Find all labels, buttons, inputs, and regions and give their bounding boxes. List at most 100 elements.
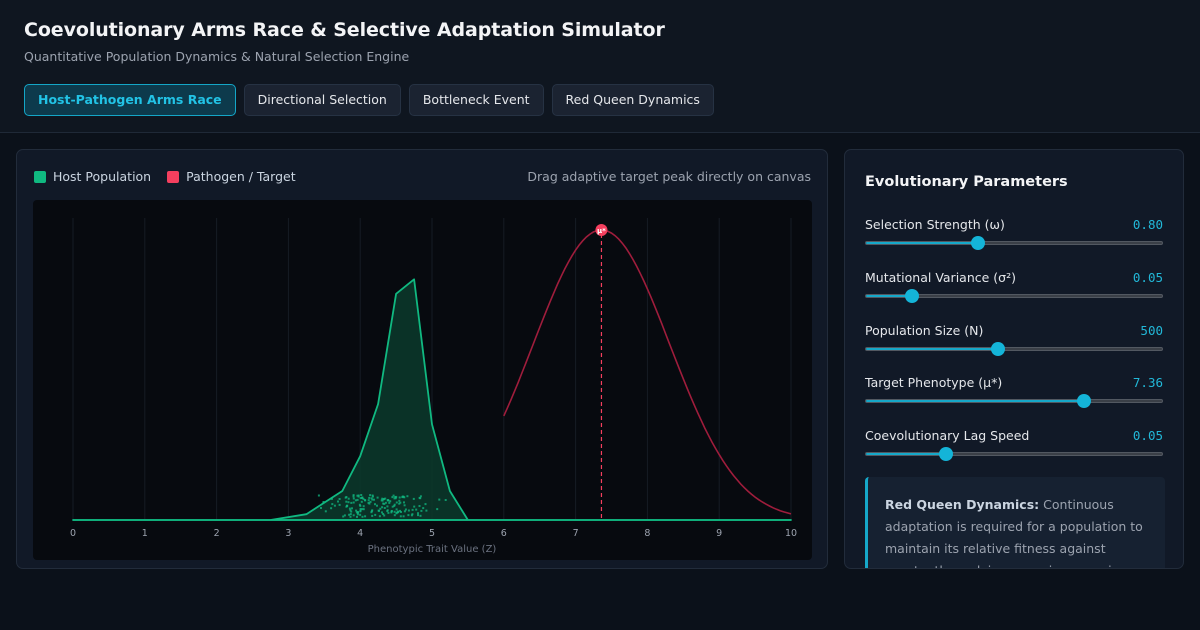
host-individual-dot bbox=[351, 507, 353, 510]
host-individual-dot bbox=[398, 502, 401, 505]
tab-host-pathogen-arms-race[interactable]: Host-Pathogen Arms Race bbox=[24, 84, 236, 116]
host-individual-dot bbox=[386, 510, 389, 513]
host-individual-dot bbox=[407, 509, 410, 512]
host-individual-dot bbox=[356, 512, 359, 514]
host-individual-dot bbox=[362, 505, 365, 508]
host-individual-dot bbox=[348, 507, 351, 510]
host-individual-dot bbox=[360, 500, 363, 503]
host-individual-dot bbox=[350, 510, 353, 513]
legend-swatch-host bbox=[34, 170, 46, 183]
host-individual-dot bbox=[390, 510, 393, 513]
x-tick-label: 5 bbox=[429, 528, 435, 539]
host-individual-dot bbox=[371, 509, 374, 512]
host-individual-dot bbox=[371, 494, 374, 497]
host-individual-dot bbox=[376, 504, 378, 507]
host-individual-dot bbox=[338, 498, 341, 500]
host-individual-dot bbox=[363, 499, 366, 502]
host-individual-dot bbox=[331, 503, 334, 506]
x-tick-label: 9 bbox=[716, 528, 722, 539]
target-phenotype-slider[interactable] bbox=[865, 394, 1163, 408]
selection-strength-slider[interactable] bbox=[865, 236, 1163, 250]
host-individual-dot bbox=[352, 497, 355, 500]
x-tick-label: 0 bbox=[70, 528, 76, 539]
x-tick-label: 4 bbox=[357, 528, 363, 539]
host-individual-dot bbox=[425, 509, 428, 512]
host-individual-dot bbox=[403, 510, 406, 513]
host-individual-dot bbox=[324, 510, 327, 513]
legend-label-host: Host Population bbox=[53, 169, 152, 184]
host-individual-dot bbox=[399, 515, 402, 518]
host-individual-dot bbox=[386, 505, 389, 508]
host-individual-dot bbox=[399, 509, 401, 512]
population-size-slider[interactable] bbox=[865, 342, 1163, 356]
host-individual-dot bbox=[352, 514, 355, 517]
host-individual-dot bbox=[320, 507, 322, 509]
host-individual-dot bbox=[384, 497, 387, 500]
info-callout: Red Queen Dynamics: Continuous adaptatio… bbox=[865, 477, 1165, 568]
tab-bottleneck-event[interactable]: Bottleneck Event bbox=[408, 84, 544, 116]
host-individual-dot bbox=[411, 513, 414, 516]
x-tick-label: 2 bbox=[214, 528, 220, 539]
host-individual-dot bbox=[333, 504, 336, 507]
host-individual-dot bbox=[398, 496, 401, 499]
host-individual-dot bbox=[343, 514, 346, 517]
host-individual-dot bbox=[360, 494, 363, 496]
tab-directional-selection[interactable]: Directional Selection bbox=[243, 84, 401, 116]
drag-hint: Drag adaptive target peak directly on ca… bbox=[527, 169, 811, 184]
host-individual-dot bbox=[383, 514, 386, 517]
host-individual-dot bbox=[337, 500, 339, 503]
host-individual-dot bbox=[330, 497, 333, 500]
host-individual-dot bbox=[352, 495, 355, 498]
slider-fill bbox=[866, 295, 912, 297]
host-individual-dot bbox=[412, 497, 415, 500]
slider-thumb[interactable] bbox=[971, 236, 986, 250]
legend-swatch-pathogen bbox=[167, 170, 180, 183]
host-individual-dot bbox=[410, 514, 413, 517]
host-individual-dot bbox=[359, 504, 362, 507]
param-label: Coevolutionary Lag Speed bbox=[865, 428, 1030, 443]
target-peak-handle bbox=[595, 224, 608, 236]
info-text: Continuous adaptation is required for a … bbox=[885, 497, 1143, 568]
host-individual-dot bbox=[387, 511, 390, 514]
host-individual-dot bbox=[349, 509, 352, 512]
slider-thumb[interactable] bbox=[1076, 394, 1091, 408]
coevolutionary-lag-slider[interactable] bbox=[865, 447, 1163, 461]
host-individual-dot bbox=[413, 505, 416, 508]
slider-thumb[interactable] bbox=[904, 289, 919, 303]
host-individual-dot bbox=[356, 513, 359, 516]
host-individual-dot bbox=[373, 498, 375, 501]
mutational-variance-slider[interactable] bbox=[865, 289, 1163, 303]
host-individual-dot bbox=[357, 494, 360, 497]
host-individual-dot bbox=[422, 507, 425, 510]
x-tick-label: 8 bbox=[644, 528, 650, 539]
slider-thumb[interactable] bbox=[990, 342, 1005, 356]
distribution-chart[interactable]: 0 1 2 3 4 5 6 7 8 9 10 Phenotypic Trait Value (Z) μ* bbox=[33, 200, 812, 560]
param-coevolutionary-lag: Coevolutionary Lag Speed 0.05 bbox=[865, 428, 1163, 468]
host-individual-dot bbox=[417, 512, 419, 515]
parameters-panel: Evolutionary Parameters Selection Streng… bbox=[844, 149, 1184, 569]
host-individual-dot bbox=[322, 501, 325, 504]
host-individual-dot bbox=[404, 508, 407, 511]
scenario-tabs: Host-Pathogen Arms Race Directional Sele… bbox=[24, 84, 714, 116]
host-individual-dot bbox=[395, 508, 398, 511]
pathogen-curve bbox=[503, 229, 792, 515]
slider-thumb[interactable] bbox=[938, 447, 953, 461]
host-individual-dot bbox=[356, 515, 358, 518]
host-individual-dot bbox=[420, 509, 423, 512]
host-individual-dot bbox=[407, 514, 410, 517]
param-population-size: Population Size (N) 500 bbox=[865, 323, 1163, 363]
x-tick-label: 3 bbox=[285, 528, 291, 539]
host-individual-dot bbox=[389, 500, 392, 503]
param-value: 0.05 bbox=[1132, 428, 1163, 443]
tab-red-queen-dynamics[interactable]: Red Queen Dynamics bbox=[551, 84, 714, 116]
page-title: Coevolutionary Arms Race & Selective Ada… bbox=[24, 19, 665, 41]
host-individual-dot bbox=[406, 495, 409, 498]
host-individual-dot bbox=[399, 501, 402, 504]
host-individual-dot bbox=[387, 499, 390, 502]
simulation-canvas[interactable]: 0 1 2 3 4 5 6 7 8 9 10 Phenotypic Trait Value (Z) μ* bbox=[33, 200, 812, 560]
host-individual-dot bbox=[379, 507, 382, 510]
host-individual-dot bbox=[418, 505, 421, 507]
host-individual-dot bbox=[364, 515, 367, 518]
param-mutational-variance: Mutational Variance (σ²) 0.05 bbox=[865, 270, 1163, 310]
param-target-phenotype: Target Phenotype (μ*) 7.36 bbox=[865, 375, 1163, 415]
